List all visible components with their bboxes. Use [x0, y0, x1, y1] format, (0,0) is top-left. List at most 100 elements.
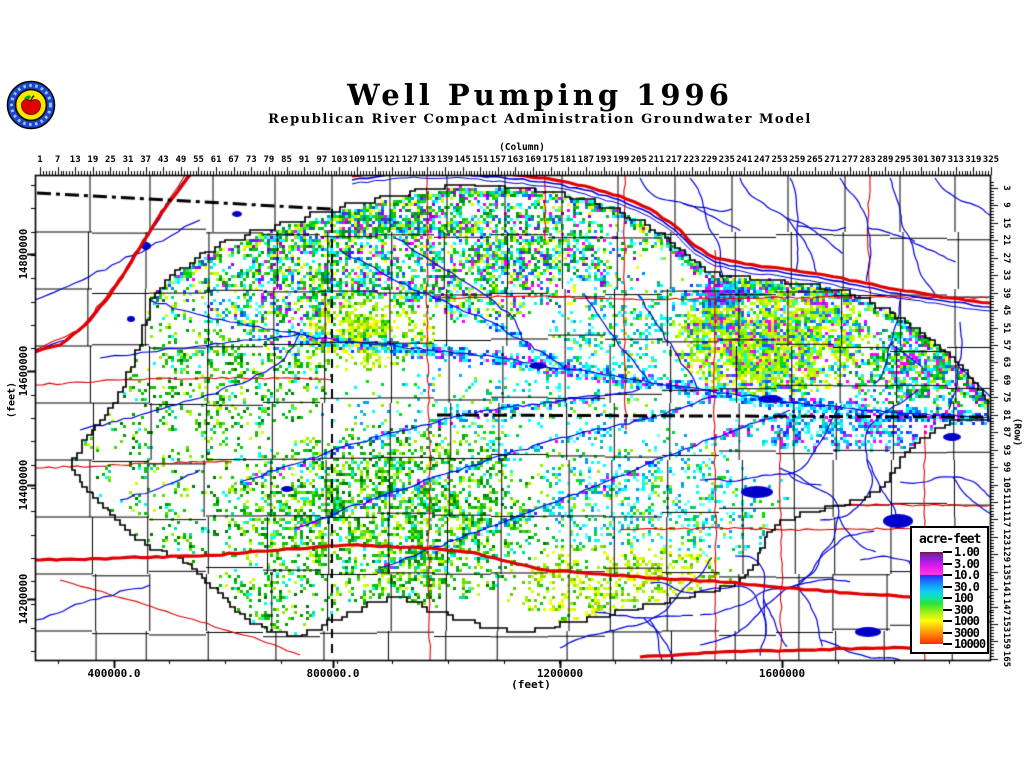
legend-value-label: 10000: [954, 637, 986, 651]
agency-logo: [6, 80, 56, 130]
row-tick-label: 123: [1001, 528, 1011, 545]
easting-axis-label: (feet): [511, 678, 551, 691]
row-tick-label: 33: [1001, 269, 1011, 281]
row-tick-label: 57: [1001, 339, 1011, 351]
column-tick-label: 55: [193, 155, 204, 165]
row-tick-label: 117: [1001, 511, 1011, 528]
legend-value-label: 30.0: [954, 579, 980, 594]
legend-color-ramp: [920, 552, 943, 644]
northing-tick-label: 14800000: [18, 228, 30, 280]
column-tick-label: 223: [683, 155, 700, 165]
legend-tick-mark: [943, 608, 952, 611]
column-tick-label: 283: [859, 155, 876, 165]
row-tick-label: 159: [1001, 633, 1011, 650]
row-tick-label: 51: [1001, 322, 1011, 333]
column-tick-label: 295: [894, 155, 912, 165]
northing-tick-label: 14200000: [18, 573, 30, 625]
row-tick-label: 99: [1001, 461, 1011, 473]
legend-value-label: 1.00: [954, 545, 980, 559]
row-tick-label: 27: [1001, 252, 1011, 264]
column-tick-label: 313: [947, 155, 964, 165]
easting-tick-label: 1200000: [536, 667, 584, 680]
column-tick-label: 205: [630, 155, 647, 165]
legend-value-label: 100: [954, 591, 974, 605]
row-tick-label: 153: [1001, 615, 1011, 633]
column-tick-label: 253: [771, 155, 788, 165]
column-tick-label: 193: [595, 155, 612, 165]
column-tick-label: 271: [824, 155, 841, 165]
row-tick-label: 165: [1001, 650, 1011, 668]
column-tick-label: 103: [331, 155, 348, 165]
column-tick-label: 7: [54, 155, 61, 165]
easting-tick-label: 400000.0: [87, 667, 141, 680]
column-tick-label: 109: [348, 155, 366, 165]
legend-tick-mark: [943, 585, 952, 588]
column-tick-label: 145: [454, 155, 471, 165]
row-tick-label: 63: [1001, 356, 1011, 368]
column-tick-label: 1: [37, 155, 43, 165]
column-tick-label: 85: [281, 155, 292, 165]
apple-seal-icon: [6, 80, 56, 130]
row-tick-label: 69: [1001, 374, 1011, 386]
row-tick-label: 45: [1001, 304, 1011, 316]
northing-axis-label: (feet): [6, 381, 18, 419]
legend-tick-mark: [943, 631, 952, 634]
column-tick-label: 187: [577, 155, 595, 165]
column-tick-label: 259: [789, 155, 806, 165]
legend-value-label: 3.00: [954, 556, 980, 571]
row-tick-label: 135: [1001, 563, 1011, 580]
legend-tick-mark: [943, 551, 952, 553]
column-tick-label: 169: [524, 155, 542, 165]
column-tick-label: 151: [472, 155, 489, 165]
column-tick-label: 13: [69, 155, 81, 165]
column-tick-label: 91: [298, 155, 310, 165]
row-tick-label: 93: [1001, 444, 1011, 456]
column-tick-label: 325: [982, 155, 1000, 165]
row-tick-label: 21: [1001, 234, 1011, 246]
column-tick-label: 181: [560, 155, 577, 165]
row-axis-label: (Row): [1011, 417, 1023, 447]
row-tick-label: 3: [1001, 185, 1011, 191]
legend-box: acre-feet 1.00 3.00 10.0 30.0 100 300 1000 3000…: [910, 526, 989, 654]
row-tick-label: 9: [1001, 202, 1011, 209]
page-title: Well Pumping 1996: [347, 78, 733, 112]
row-tick-label: 105: [1001, 476, 1011, 493]
column-tick-label: 229: [701, 155, 718, 165]
column-tick-label: 67: [228, 155, 240, 165]
column-tick-label: 307: [929, 155, 947, 165]
legend-tick-mark: [943, 574, 952, 576]
column-tick-label: 73: [245, 155, 257, 165]
legend-tick-mark: [943, 643, 952, 645]
column-tick-label: 235: [718, 155, 735, 165]
row-tick-label: 39: [1001, 287, 1011, 299]
column-tick-label: 319: [965, 155, 982, 165]
column-tick-label: 19: [87, 155, 99, 165]
column-tick-label: 25: [105, 155, 116, 165]
column-tick-label: 241: [736, 155, 753, 165]
column-tick-label: 127: [401, 155, 418, 165]
column-tick-label: 163: [507, 155, 524, 165]
row-tick-label: 15: [1001, 217, 1011, 229]
column-tick-label: 49: [175, 155, 187, 165]
column-axis-label: (Column): [499, 142, 545, 153]
column-tick-label: 175: [542, 155, 559, 165]
column-tick-label: 121: [384, 155, 401, 165]
row-tick-label: 87: [1001, 426, 1011, 438]
column-tick-label: 37: [140, 155, 152, 165]
column-tick-label: 217: [665, 155, 683, 165]
column-tick-label: 43: [157, 155, 169, 165]
legend-tick-mark: [943, 597, 952, 599]
page-subtitle: Republican River Compact Administration …: [268, 112, 812, 127]
column-tick-label: 301: [912, 155, 929, 165]
column-tick-label: 157: [489, 155, 506, 165]
column-tick-label: 115: [366, 155, 383, 165]
column-tick-label: 199: [612, 155, 630, 165]
northing-tick-label: 14400000: [18, 459, 30, 511]
row-tick-label: 111: [1001, 493, 1011, 511]
column-tick-label: 247: [753, 155, 771, 165]
legend-value-label: 10.0: [954, 568, 980, 582]
column-tick-label: 31: [122, 155, 134, 165]
row-tick-label: 141: [1001, 581, 1011, 598]
